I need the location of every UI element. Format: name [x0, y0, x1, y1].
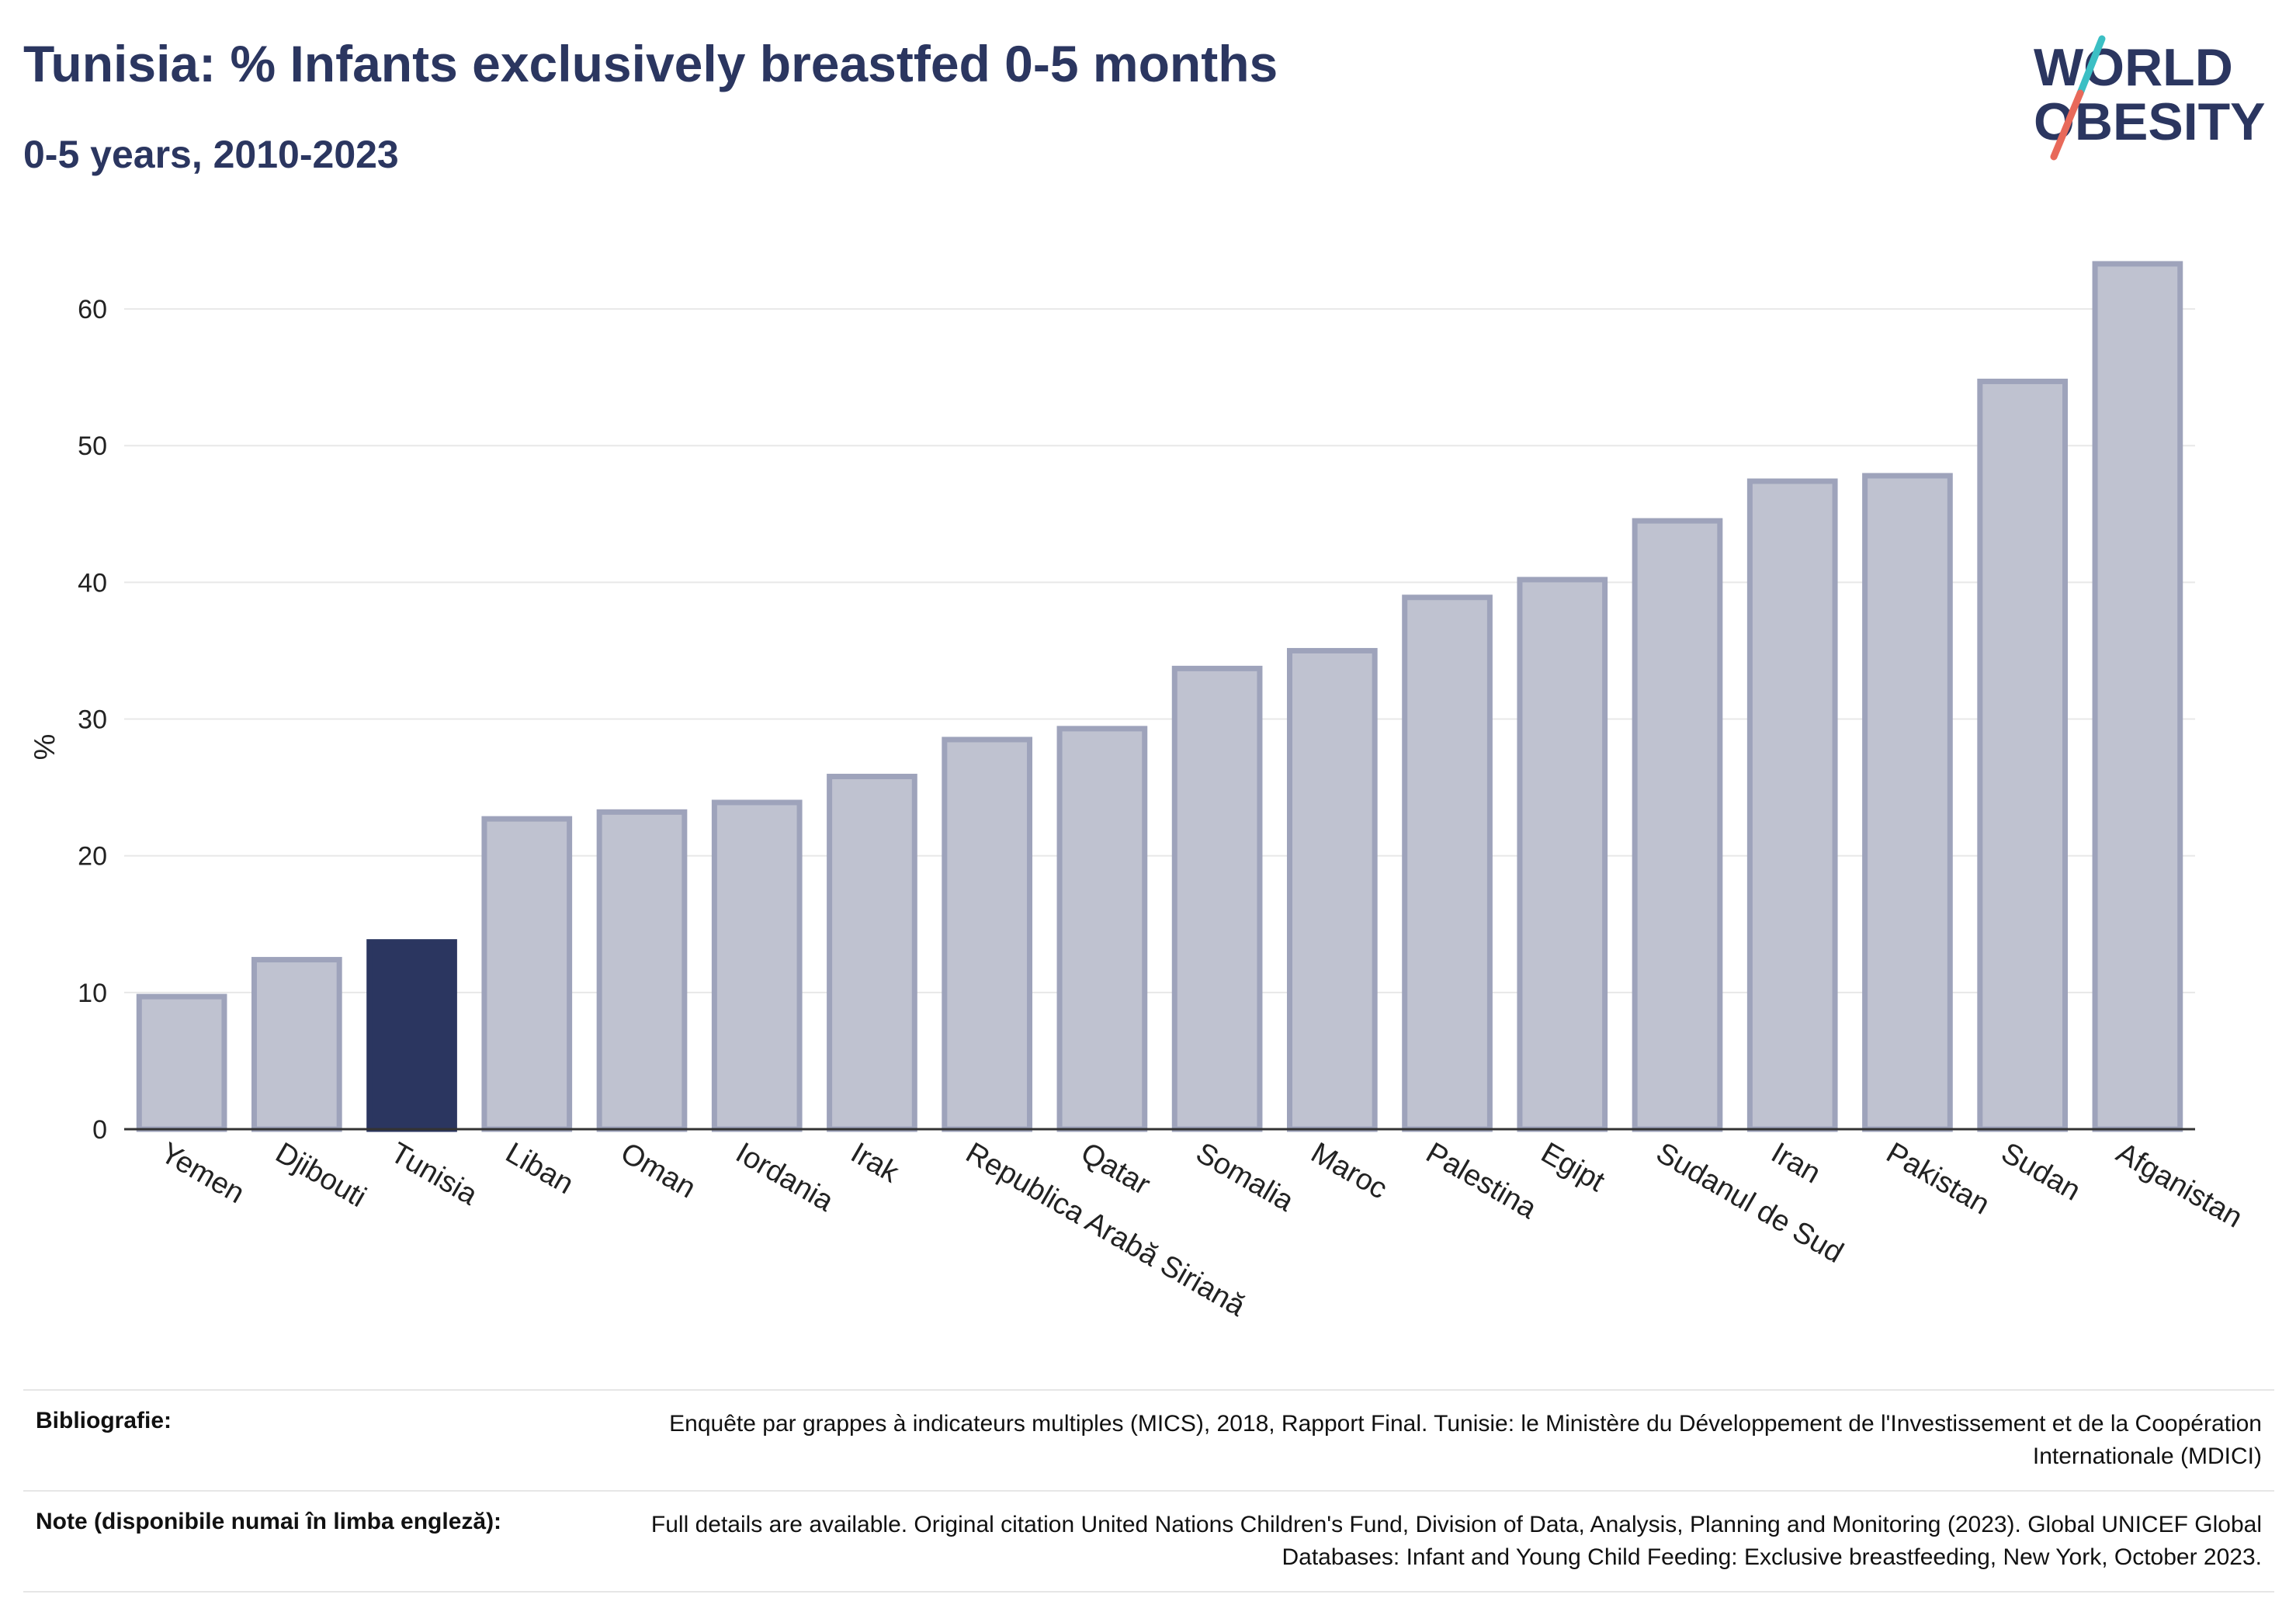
x-tick-label: Maroc: [1306, 1136, 1393, 1205]
logo-slash-teal: [2076, 35, 2106, 97]
note-label-notes: Note (disponibile numai în limba engleză…: [36, 1509, 502, 1534]
note-row-notes: Note (disponibile numai în limba engleză…: [23, 1490, 2274, 1593]
bar-afganistan[interactable]: [2092, 261, 2183, 1132]
bar-pakistan[interactable]: [1862, 473, 1953, 1132]
bars-layer: [136, 261, 2183, 1132]
x-tick-label: Djibouti: [270, 1136, 372, 1214]
y-tick-label: 0: [92, 1115, 107, 1145]
bar-palestina[interactable]: [1402, 594, 1493, 1132]
bar-djibouti[interactable]: [251, 957, 342, 1132]
x-tick-label: Iran: [1766, 1136, 1826, 1190]
x-tick-label: Tunisia: [385, 1136, 484, 1211]
bar-iordania[interactable]: [711, 799, 803, 1132]
note-label-bibliography: Bibliografie:: [36, 1408, 172, 1433]
y-axis-title: %: [29, 734, 61, 761]
logo-slash-coral: [2050, 89, 2084, 161]
grid-layer: [124, 308, 2195, 993]
logo-line2: OBESITY: [2034, 92, 2266, 151]
x-tick-label: Somalia: [1191, 1136, 1300, 1218]
logo-line1: WORLD: [2034, 38, 2233, 97]
bar-irak[interactable]: [827, 774, 917, 1132]
bar-egipt[interactable]: [1517, 577, 1608, 1132]
y-tick-label: 20: [78, 842, 107, 872]
x-tick-label: Egipt: [1535, 1136, 1610, 1198]
bar-sudan[interactable]: [1977, 378, 2069, 1132]
x-tick-label: Sudan: [1996, 1136, 2086, 1207]
x-tick-label: Yemen: [155, 1136, 250, 1210]
x-tick-label: Liban: [500, 1136, 579, 1201]
x-tick-label: Oman: [616, 1136, 702, 1204]
y-tick-label: 60: [78, 295, 107, 324]
note-text-notes: Full details are available. Original cit…: [650, 1512, 2262, 1570]
x-tick-label: Irak: [845, 1136, 905, 1190]
note-text-bibliography: Enquête par grappes à indicateurs multip…: [669, 1411, 2262, 1469]
x-tick-label: Iordania: [730, 1136, 840, 1218]
chart-subtitle: 0-5 years, 2010-2023: [23, 133, 399, 176]
x-tick-label: Afganistan: [2110, 1136, 2248, 1234]
bar-qatar[interactable]: [1056, 726, 1148, 1132]
notes-table: Bibliografie: Enquête par grappes à indi…: [23, 1389, 2274, 1593]
y-tick-label: 10: [78, 979, 107, 1008]
bar-maroc[interactable]: [1286, 647, 1378, 1132]
note-row-bibliography: Bibliografie: Enquête par grappes à indi…: [23, 1389, 2274, 1490]
bar-oman[interactable]: [596, 809, 688, 1132]
x-tick-label: Pakistan: [1881, 1136, 1995, 1221]
bar-yemen[interactable]: [136, 993, 227, 1132]
bar-sudanul-de-sud[interactable]: [1632, 518, 1723, 1132]
chart-title: Tunisia: % Infants exclusively breastfed…: [23, 35, 1278, 92]
y-tick-label: 30: [78, 705, 107, 735]
bar-chart: 0 10 20 30 40 50 60% Yemen Djibouti Tunisia Liban O…: [29, 261, 2248, 1323]
x-tick-label: Qatar: [1075, 1136, 1156, 1201]
bar-iran[interactable]: [1746, 478, 1838, 1132]
bar-republica-arab-sirian-[interactable]: [942, 736, 1033, 1132]
bar-somalia[interactable]: [1171, 665, 1263, 1132]
y-tick-label: 40: [78, 568, 107, 598]
bar-tunisia[interactable]: [366, 939, 457, 1132]
x-tick-label: Sudanul de Sud: [1651, 1136, 1849, 1270]
world-obesity-logo: WORLD OBESITY: [2034, 35, 2266, 161]
y-tick-label: 50: [78, 431, 107, 461]
x-tick-label: Palestina: [1420, 1136, 1542, 1225]
bar-liban[interactable]: [481, 816, 573, 1132]
